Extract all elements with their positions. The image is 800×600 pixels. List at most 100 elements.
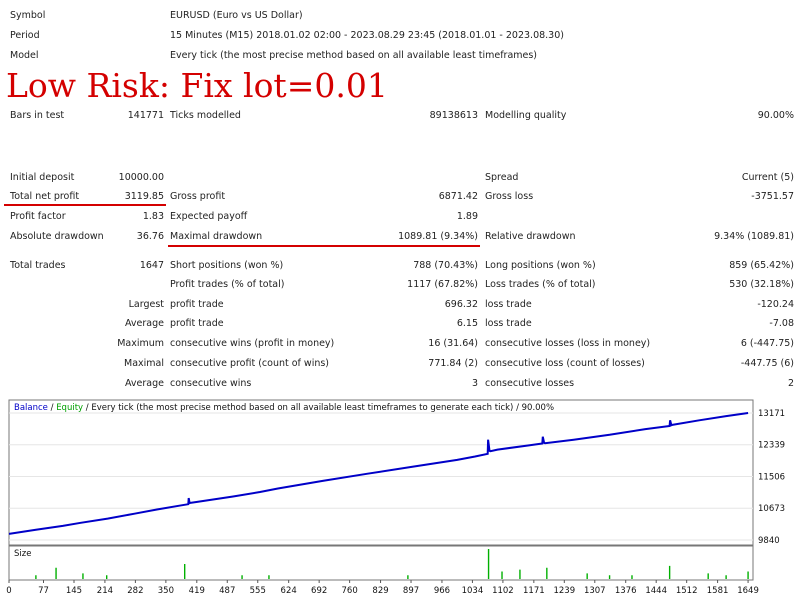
x-tick-label: 1512 bbox=[676, 586, 698, 596]
maximal-label: Maximal bbox=[124, 358, 164, 369]
avg-cons-losses-value: 2 bbox=[787, 378, 794, 389]
x-tick-label: 760 bbox=[342, 586, 358, 596]
average-loss-value: -7.08 bbox=[769, 318, 794, 329]
overlay-title: Low Risk: Fix lot=0.01 bbox=[6, 64, 388, 108]
total-trades-row: Total trades 1647 Short positions (won %… bbox=[0, 258, 800, 274]
size-bars bbox=[35, 549, 749, 579]
chart-header-sep: / bbox=[48, 403, 56, 413]
model-row: Model Every tick (the most precise metho… bbox=[0, 48, 800, 64]
bars-value: 141771 bbox=[127, 110, 164, 121]
main-gridlines bbox=[9, 412, 753, 541]
gross-loss-value: -3751.57 bbox=[751, 191, 794, 202]
y-tick-label: 11506 bbox=[758, 472, 785, 482]
profit-factor-value: 1.83 bbox=[142, 211, 164, 222]
x-tick-label: 897 bbox=[403, 586, 419, 596]
chart-header-balance: Balance bbox=[14, 403, 48, 413]
x-tick-label: 350 bbox=[158, 586, 174, 596]
abs-drawdown-label: Absolute drawdown bbox=[10, 231, 104, 242]
initial-deposit-value: 10000.00 bbox=[118, 172, 164, 183]
expected-payoff-value: 1.89 bbox=[456, 211, 478, 222]
y-tick-label: 13171 bbox=[758, 409, 785, 419]
max-drawdown-underline bbox=[168, 245, 480, 247]
average-row: Average profit trade 6.15 loss trade -7.… bbox=[0, 316, 800, 332]
maximum-label: Maximum bbox=[117, 338, 164, 349]
gross-profit-label: Gross profit bbox=[170, 191, 226, 202]
average-label: Average bbox=[124, 318, 164, 329]
bars-row: Bars in test 141771 Ticks modelled 89138… bbox=[0, 108, 800, 124]
net-profit-label: Total net profit bbox=[10, 191, 80, 202]
total-trades-value: 1647 bbox=[139, 260, 164, 271]
expected-payoff-label: Expected payoff bbox=[170, 211, 248, 222]
loss-trades-label: Loss trades (% of total) bbox=[485, 279, 596, 290]
x-tick-label: 1376 bbox=[615, 586, 637, 596]
profit-trades-label: Profit trades (% of total) bbox=[170, 279, 285, 290]
largest-profit-value: 696.32 bbox=[444, 299, 478, 310]
y-tick-label: 9840 bbox=[758, 536, 780, 546]
largest-label: Largest bbox=[128, 299, 164, 310]
loss-trades-value: 530 (32.18%) bbox=[729, 279, 794, 290]
x-tick-label: 282 bbox=[127, 586, 143, 596]
avg-cons-losses-label: consecutive losses bbox=[485, 378, 575, 389]
net-profit-underline bbox=[4, 204, 166, 206]
largest-profit-label: profit trade bbox=[170, 299, 224, 310]
net-profit-row: Total net profit 3119.85 Gross profit 68… bbox=[0, 189, 800, 205]
rel-drawdown-label: Relative drawdown bbox=[485, 231, 576, 242]
ticks-value: 89138613 bbox=[429, 110, 478, 121]
x-tick-label: 487 bbox=[219, 586, 235, 596]
chart-header: Balance / Equity / Every tick (the most … bbox=[14, 403, 554, 413]
net-profit-value: 3119.85 bbox=[124, 191, 164, 202]
x-tick-label: 1649 bbox=[737, 586, 759, 596]
x-tick-label: 1102 bbox=[492, 586, 514, 596]
average-profit-value: 6.15 bbox=[456, 318, 478, 329]
x-tick-label: 1171 bbox=[523, 586, 545, 596]
model-label: Model bbox=[10, 50, 39, 61]
gross-profit-value: 6871.42 bbox=[438, 191, 478, 202]
x-tick-label: 1239 bbox=[553, 586, 575, 596]
spread-label: Spread bbox=[485, 172, 519, 183]
avg-cons-wins-label: consecutive wins bbox=[170, 378, 252, 389]
max-drawdown-value: 1089.81 (9.34%) bbox=[398, 231, 478, 242]
symbol-row: Symbol EURUSD (Euro vs US Dollar) bbox=[0, 8, 800, 24]
average-loss-label: loss trade bbox=[485, 318, 532, 329]
period-value: 15 Minutes (M15) 2018.01.02 02:00 - 2023… bbox=[170, 30, 564, 41]
symbol-value: EURUSD (Euro vs US Dollar) bbox=[170, 10, 303, 21]
x-tick-label: 966 bbox=[434, 586, 450, 596]
avg-cons-wins-value: 3 bbox=[471, 378, 478, 389]
drawdown-row: Absolute drawdown 36.76 Maximal drawdown… bbox=[0, 229, 800, 245]
gross-loss-label: Gross loss bbox=[485, 191, 534, 202]
y-tick-label: 12339 bbox=[758, 441, 785, 451]
y-axis-ticks: 13171 12339 11506 10673 9840 bbox=[758, 409, 785, 546]
maximum-row: Maximum consecutive wins (profit in mone… bbox=[0, 336, 800, 352]
x-tick-label: 1444 bbox=[645, 586, 667, 596]
balance-series-line bbox=[8, 412, 749, 535]
bars-label: Bars in test bbox=[10, 110, 65, 121]
quality-value: 90.00% bbox=[757, 110, 794, 121]
short-positions-label: Short positions (won %) bbox=[170, 260, 284, 271]
x-tick-label: 555 bbox=[250, 586, 266, 596]
x-tick-label: 692 bbox=[311, 586, 327, 596]
spread-value: Current (5) bbox=[741, 172, 794, 183]
x-tick-label: 214 bbox=[97, 586, 113, 596]
long-positions-label: Long positions (won %) bbox=[485, 260, 596, 271]
x-tick-label: 77 bbox=[38, 586, 49, 596]
average-profit-label: profit trade bbox=[170, 318, 224, 329]
abs-drawdown-value: 36.76 bbox=[136, 231, 164, 242]
size-label: Size bbox=[14, 549, 31, 559]
initial-deposit-row: Initial deposit 10000.00 Spread Current … bbox=[0, 170, 800, 186]
x-tick-label: 829 bbox=[372, 586, 388, 596]
largest-row: Largest profit trade 696.32 loss trade -… bbox=[0, 297, 800, 313]
max-cons-losses-label: consecutive losses (loss in money) bbox=[485, 338, 651, 349]
x-tick-label: 145 bbox=[66, 586, 82, 596]
avg-cons-label: Average bbox=[124, 378, 164, 389]
x-tick-label: 1581 bbox=[707, 586, 729, 596]
x-tick-label: 1034 bbox=[462, 586, 484, 596]
profit-factor-row: Profit factor 1.83 Expected payoff 1.89 bbox=[0, 209, 800, 225]
total-trades-label: Total trades bbox=[10, 260, 66, 271]
ticks-label: Ticks modelled bbox=[170, 110, 241, 121]
largest-loss-value: -120.24 bbox=[757, 299, 794, 310]
x-axis-ticks: 0 77 145 214 282 350 419 487 555 624 692 760 829 897 9… bbox=[6, 580, 759, 596]
max-cons-wins-value: 16 (31.64) bbox=[428, 338, 478, 349]
profit-trades-row: Profit trades (% of total) 1117 (67.82%)… bbox=[0, 277, 800, 293]
short-positions-value: 788 (70.43%) bbox=[413, 260, 478, 271]
period-label: Period bbox=[10, 30, 40, 41]
